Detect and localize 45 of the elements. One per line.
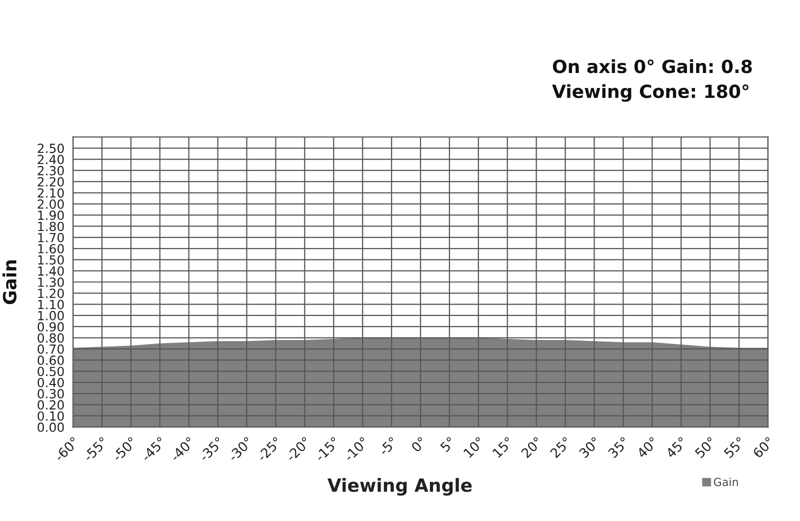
x-tick-label: 55° xyxy=(723,436,746,458)
y-tick-label: 0.70 xyxy=(38,344,64,354)
legend-label: Gain xyxy=(714,478,738,486)
y-tick-label: 1.80 xyxy=(38,222,64,232)
y-tick-label: 0.10 xyxy=(38,411,64,421)
x-tick-label: 5° xyxy=(440,436,456,452)
y-tick-label: 1.90 xyxy=(38,210,64,220)
y-tick-label: 2.00 xyxy=(38,199,64,209)
y-tick-label: 1.10 xyxy=(38,300,64,310)
x-tick-label: 45° xyxy=(665,436,688,459)
y-tick-label: 0.50 xyxy=(38,366,64,376)
y-tick-label: 2.50 xyxy=(38,144,64,154)
y-tick-label: 1.70 xyxy=(38,232,64,242)
y-tick-label: 0.00 xyxy=(38,422,64,432)
y-tick-label: 1.40 xyxy=(38,266,64,276)
y-tick-label: 1.50 xyxy=(38,255,64,265)
y-tick-label: 1.60 xyxy=(38,244,64,254)
y-tick-label: 0.20 xyxy=(38,400,64,410)
y-axis-title: Gain xyxy=(2,260,16,304)
x-tick-label: 50° xyxy=(694,436,716,458)
x-tick-label: 0° xyxy=(410,436,427,453)
y-tick-label: 0.40 xyxy=(38,378,64,388)
y-tick-label: 0.90 xyxy=(38,322,64,332)
y-tick-label: 2.40 xyxy=(38,154,64,164)
text: Viewing Cone: 180° xyxy=(552,84,748,102)
y-tick-label: 2.10 xyxy=(38,188,64,198)
x-tick-label: 25° xyxy=(550,436,572,458)
x-tick-label: 30° xyxy=(578,436,601,458)
y-tick-label: 1.20 xyxy=(38,288,64,298)
y-tick-label: 2.30 xyxy=(38,166,64,176)
text: On axis 0° Gain: 0.8 xyxy=(552,59,752,74)
x-tick-label: 15° xyxy=(492,436,514,458)
y-tick-label: 0.80 xyxy=(38,333,64,343)
x-tick-label: -5° xyxy=(378,436,398,456)
y-tick-label: 0.30 xyxy=(38,389,64,398)
x-axis-title: Viewing Angle xyxy=(327,478,472,496)
y-tick-label: 0.60 xyxy=(38,356,64,366)
x-tick-label: 60° xyxy=(752,436,774,458)
x-tick-label: 10° xyxy=(463,436,485,458)
y-tick-label: 1.30 xyxy=(38,277,64,287)
y-tick-label: 2.20 xyxy=(38,177,64,187)
x-tick-label: 35° xyxy=(608,436,630,458)
x-tick-label: 40° xyxy=(636,436,658,459)
x-tick-label: 20° xyxy=(520,436,543,458)
y-tick-label: 1.00 xyxy=(38,310,64,320)
